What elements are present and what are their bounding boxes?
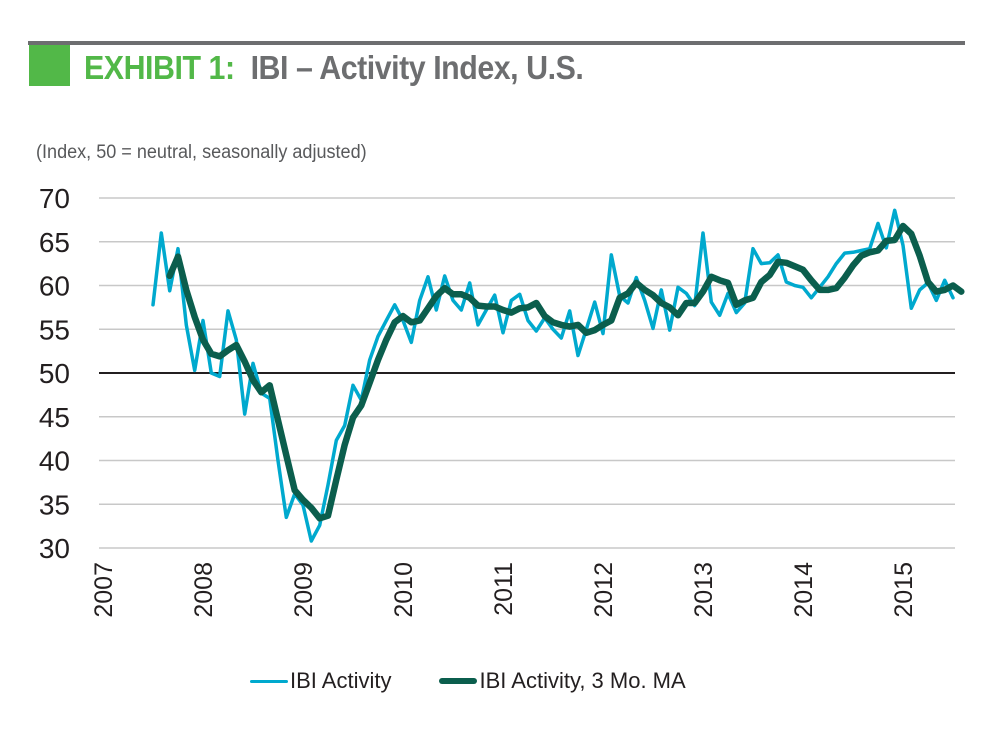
x-axis-ticks: 2007 2008 2009 2010 2011 2012 2013 2014 2015: [90, 562, 918, 618]
y-tick-label: 30: [39, 533, 70, 564]
title-text: IBI – Activity Index, U.S.: [250, 49, 584, 86]
y-tick-label: 70: [39, 183, 70, 214]
legend: IBI Activity IBI Activity, 3 Mo. MA: [250, 668, 734, 694]
x-tick-label: 2008: [190, 562, 218, 618]
x-tick-label: 2014: [790, 562, 818, 618]
x-tick-label: 2010: [390, 562, 418, 618]
y-axis-ticks: 70 65 60 55 50 45 40 35 30: [39, 183, 70, 564]
x-tick-label: 2012: [590, 562, 618, 618]
legend-label: IBI Activity, 3 Mo. MA: [479, 668, 686, 693]
y-tick-label: 60: [39, 271, 70, 302]
x-tick-label: 2011: [490, 562, 518, 616]
y-tick-label: 55: [39, 314, 70, 345]
chart-title: EXHIBIT 1: IBI – Activity Index, U.S.: [84, 49, 584, 87]
legend-item-ibi-activity: IBI Activity: [250, 668, 391, 694]
series-line-ibi-activity-ma: [166, 222, 965, 522]
legend-label: IBI Activity: [290, 668, 392, 693]
y-tick-label: 35: [39, 489, 70, 520]
y-tick-label: 65: [39, 227, 70, 258]
header-rule: [28, 41, 965, 45]
x-tick-label: 2015: [890, 562, 918, 618]
chart-subtitle: (Index, 50 = neutral, seasonally adjuste…: [36, 142, 367, 163]
x-tick-label: 2007: [90, 562, 118, 618]
legend-swatch-ibi-activity-ma: [439, 678, 478, 684]
legend-item-ibi-activity-ma: IBI Activity, 3 Mo. MA: [439, 668, 686, 694]
x-tick-label: 2013: [690, 562, 718, 618]
gridlines: [99, 197, 955, 549]
exhibit-label: EXHIBIT 1:: [84, 49, 235, 86]
legend-swatch-ibi-activity: [250, 679, 288, 683]
exhibit-marker: [29, 45, 70, 86]
y-tick-label: 40: [39, 446, 70, 477]
y-tick-label: 50: [39, 358, 70, 389]
y-tick-label: 45: [39, 402, 70, 433]
series-lines: [151, 208, 965, 543]
x-tick-label: 2009: [290, 562, 318, 618]
series-line-ibi-activity: [151, 208, 955, 543]
